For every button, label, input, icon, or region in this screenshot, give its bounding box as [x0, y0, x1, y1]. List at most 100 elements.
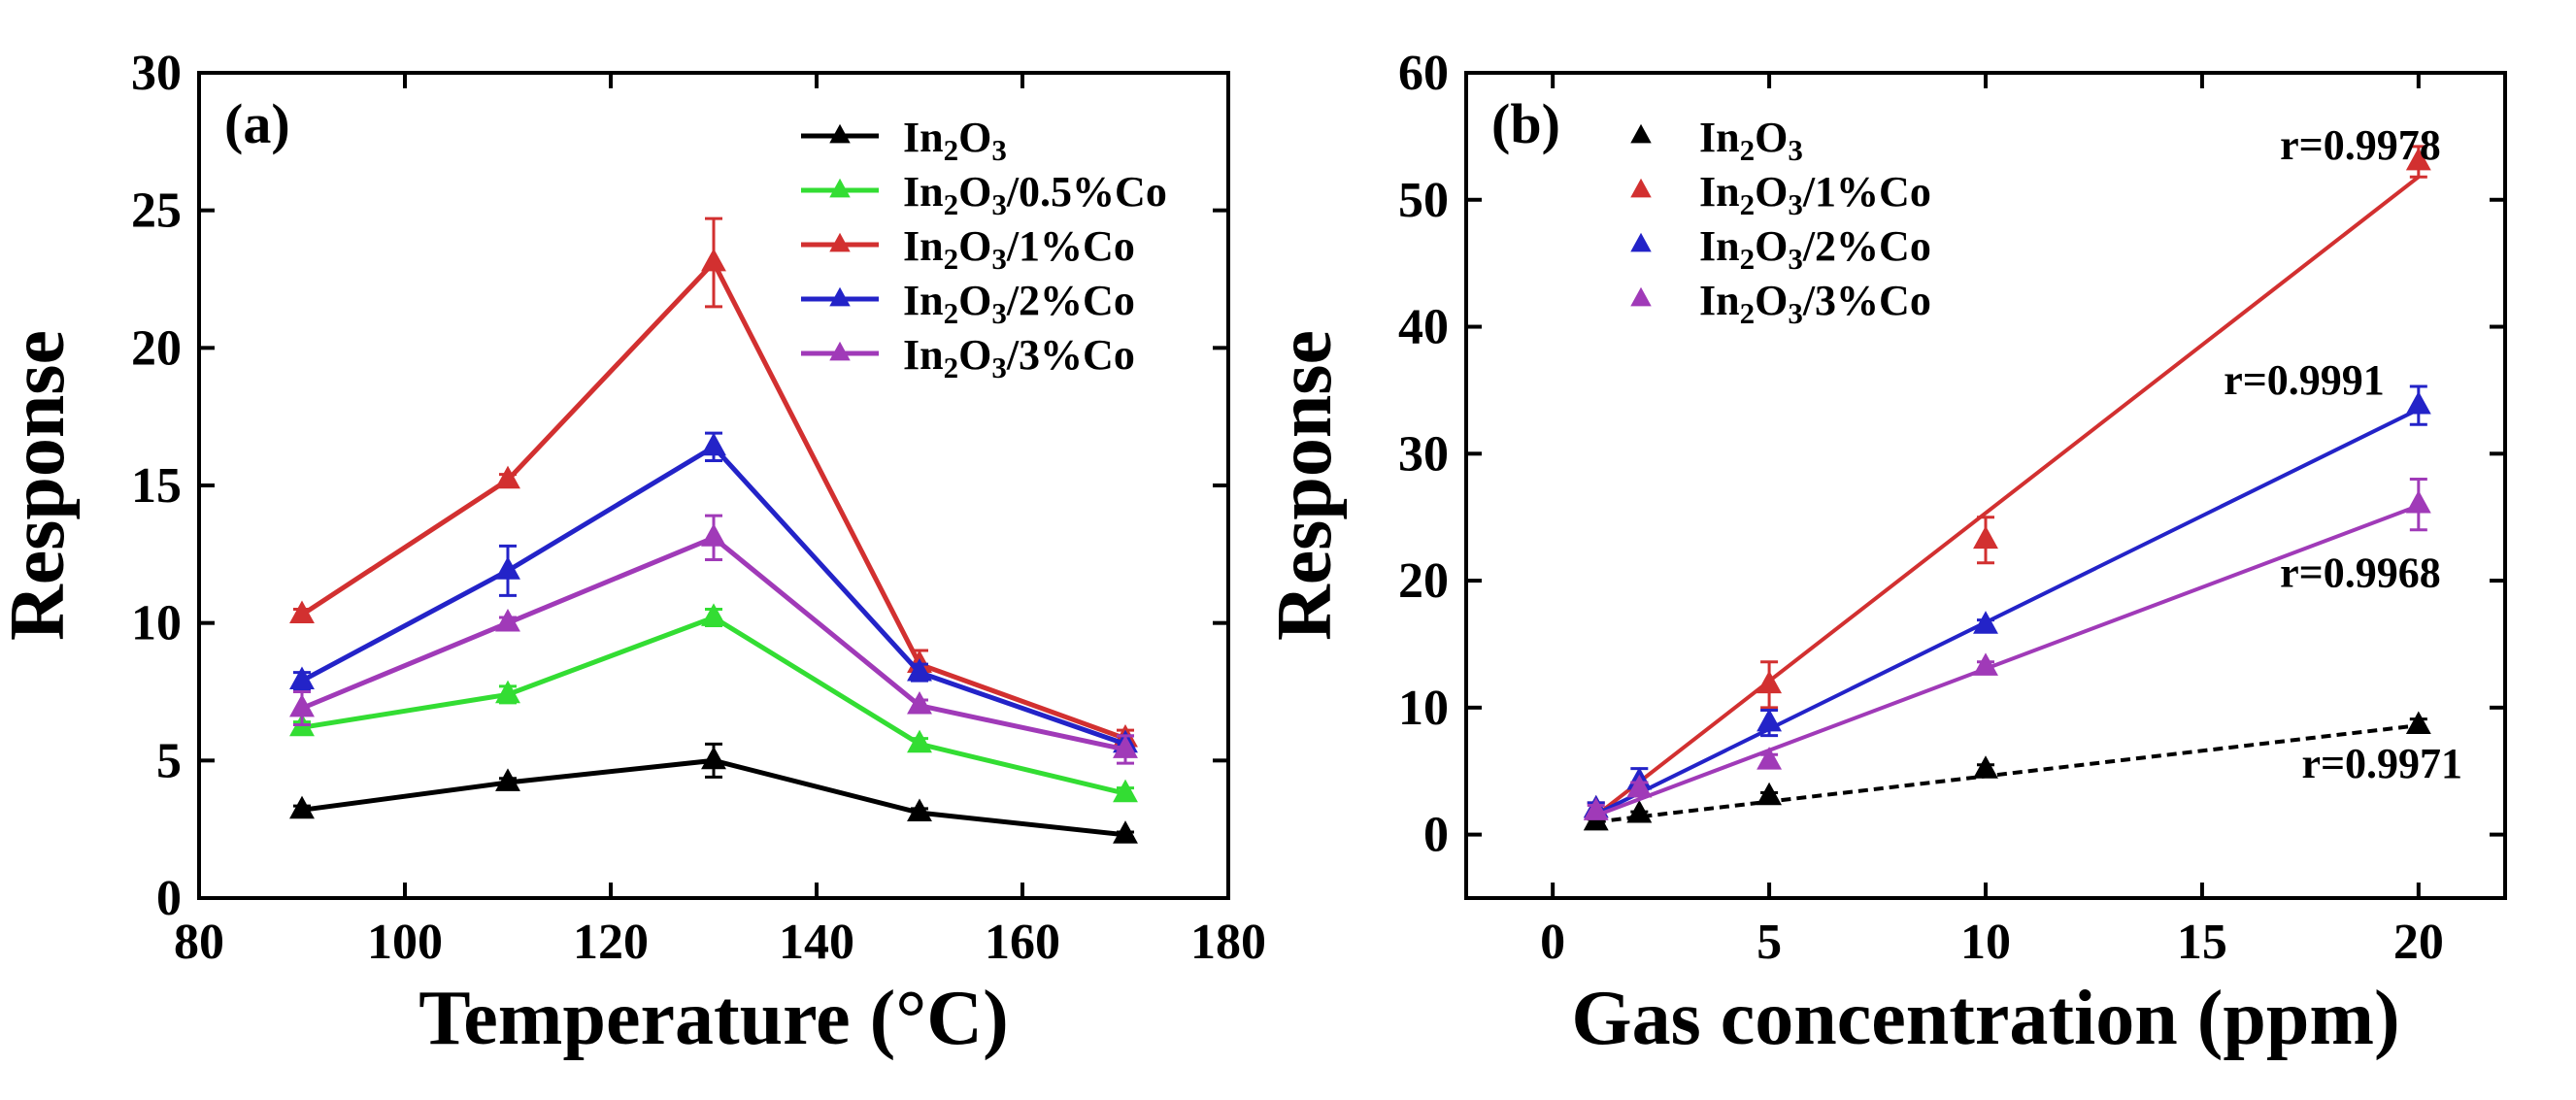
y-tick-label: 30 — [1398, 426, 1449, 482]
y-tick-label: 0 — [156, 871, 182, 926]
chart-panel-b: 0 5 10 15 20 0 10 20 30 40 50 60 Gas concentration (… — [1262, 46, 2507, 1061]
fit-line — [1594, 407, 2420, 817]
data-point — [701, 603, 726, 626]
r-value-label: r=0.9968 — [2280, 550, 2441, 597]
data-point — [2405, 390, 2431, 415]
legend-item-4: In2O3/3%Co — [801, 331, 1135, 384]
r-value-label: r=0.9978 — [2280, 121, 2441, 169]
legend-marker — [1630, 286, 1652, 307]
data-point — [1973, 611, 1998, 634]
data-point — [907, 729, 932, 753]
series-0: r=0.9971 — [1583, 711, 2462, 831]
legend-label: In2O3 — [903, 114, 1007, 167]
y-tick-label: 40 — [1398, 300, 1449, 355]
data-point — [701, 523, 726, 547]
data-point — [1756, 747, 1783, 770]
data-point — [1756, 670, 1783, 694]
x-axis-title: Gas concentration (ppm) — [1571, 976, 2399, 1061]
x-tick-label: 0 — [1540, 915, 1565, 970]
legend-item-0: In2O3 — [1630, 114, 1803, 167]
legend-item-2: In2O3/2%Co — [1630, 222, 1931, 276]
y-tick-label: 30 — [131, 46, 182, 101]
legend-label: In2O3/0.5%Co — [903, 168, 1167, 221]
legend-marker — [829, 123, 851, 144]
y-axis-title: Response — [0, 330, 81, 641]
fit-line — [1595, 504, 2420, 817]
x-tick-label: 160 — [985, 915, 1060, 970]
y-tick-label: 60 — [1398, 46, 1449, 101]
x-tick-label: 15 — [2177, 915, 2227, 970]
legend-item-0: In2O3 — [801, 114, 1007, 167]
panel-label: (b) — [1491, 92, 1560, 155]
series-3: r=0.9968 — [1583, 477, 2441, 820]
series-3 — [289, 431, 1138, 754]
data-point — [1113, 820, 1138, 844]
legend-item-3: In2O3/3%Co — [1630, 277, 1931, 330]
y-tick-label: 20 — [131, 320, 182, 376]
series-0 — [289, 742, 1138, 844]
x-tick-label: 5 — [1756, 915, 1782, 970]
fit-line — [1594, 175, 2421, 817]
y-tick-label: 15 — [131, 458, 182, 514]
data-point — [907, 798, 932, 822]
legend-marker — [829, 341, 851, 361]
data-point — [1973, 755, 1998, 779]
legend-label: In2O3/3%Co — [1699, 277, 1931, 330]
data-point — [495, 556, 520, 580]
series-line — [300, 258, 1126, 742]
legend-label: In2O3/1%Co — [903, 222, 1135, 276]
x-tick-label: 120 — [573, 915, 649, 970]
data-point — [289, 600, 315, 624]
legend-item-3: In2O3/2%Co — [801, 277, 1135, 330]
legend-label: In2O3/2%Co — [903, 277, 1135, 330]
x-tick-label: 180 — [1190, 915, 1266, 970]
legend-marker — [1630, 232, 1652, 252]
x-tick-label: 20 — [2393, 915, 2444, 970]
series-4 — [289, 514, 1138, 765]
x-tick-label: 140 — [779, 915, 854, 970]
legend-label: In2O3/1%Co — [1699, 168, 1931, 221]
y-tick-label: 5 — [156, 733, 182, 788]
data-point — [701, 248, 726, 272]
data-point — [907, 690, 932, 715]
data-point — [289, 666, 315, 690]
data-point — [1756, 708, 1783, 732]
data-point — [1973, 525, 1998, 550]
legend-label: In2O3/3%Co — [903, 331, 1135, 384]
y-tick-label: 10 — [131, 596, 182, 651]
data-point — [495, 768, 520, 791]
data-point — [289, 795, 315, 819]
legend-label: In2O3 — [1699, 114, 1803, 167]
legend-label: In2O3/2%Co — [1699, 222, 1931, 276]
data-point — [701, 746, 726, 770]
legend-item-2: In2O3/1%Co — [801, 222, 1135, 276]
y-tick-label: 10 — [1398, 681, 1449, 736]
chart-panel-a: 80 100 120 140 160 180 0 5 10 15 20 25 30 Temperature… — [0, 46, 1266, 1061]
data-point — [1113, 735, 1138, 758]
data-point — [1756, 782, 1783, 806]
y-tick-label: 20 — [1398, 553, 1449, 609]
panel-label: (a) — [224, 92, 290, 155]
x-tick-label: 80 — [174, 915, 224, 970]
data-point — [1113, 779, 1138, 803]
data-point — [289, 693, 315, 717]
legend: In2O3In2O3/0.5%CoIn2O3/1%CoIn2O3/2%CoIn2… — [801, 114, 1167, 384]
y-axis-title: Response — [1262, 330, 1348, 641]
y-tick-label: 0 — [1423, 808, 1449, 863]
data-point — [907, 657, 932, 682]
r-value-label: r=0.9991 — [2224, 356, 2385, 404]
data-point — [1973, 652, 1998, 676]
series-line — [300, 444, 1126, 747]
legend-marker — [829, 232, 851, 252]
data-point — [1583, 797, 1609, 820]
legend-item-1: In2O3/1%Co — [1630, 168, 1931, 221]
legend-marker — [1630, 178, 1652, 198]
x-axis-title: Temperature (°C) — [418, 976, 1008, 1061]
x-tick-label: 10 — [1960, 915, 2011, 970]
y-tick-label: 25 — [131, 183, 182, 239]
data-point — [495, 465, 520, 489]
y-tick-label: 50 — [1398, 173, 1449, 228]
data-point — [2405, 489, 2431, 514]
data-point — [495, 680, 520, 704]
